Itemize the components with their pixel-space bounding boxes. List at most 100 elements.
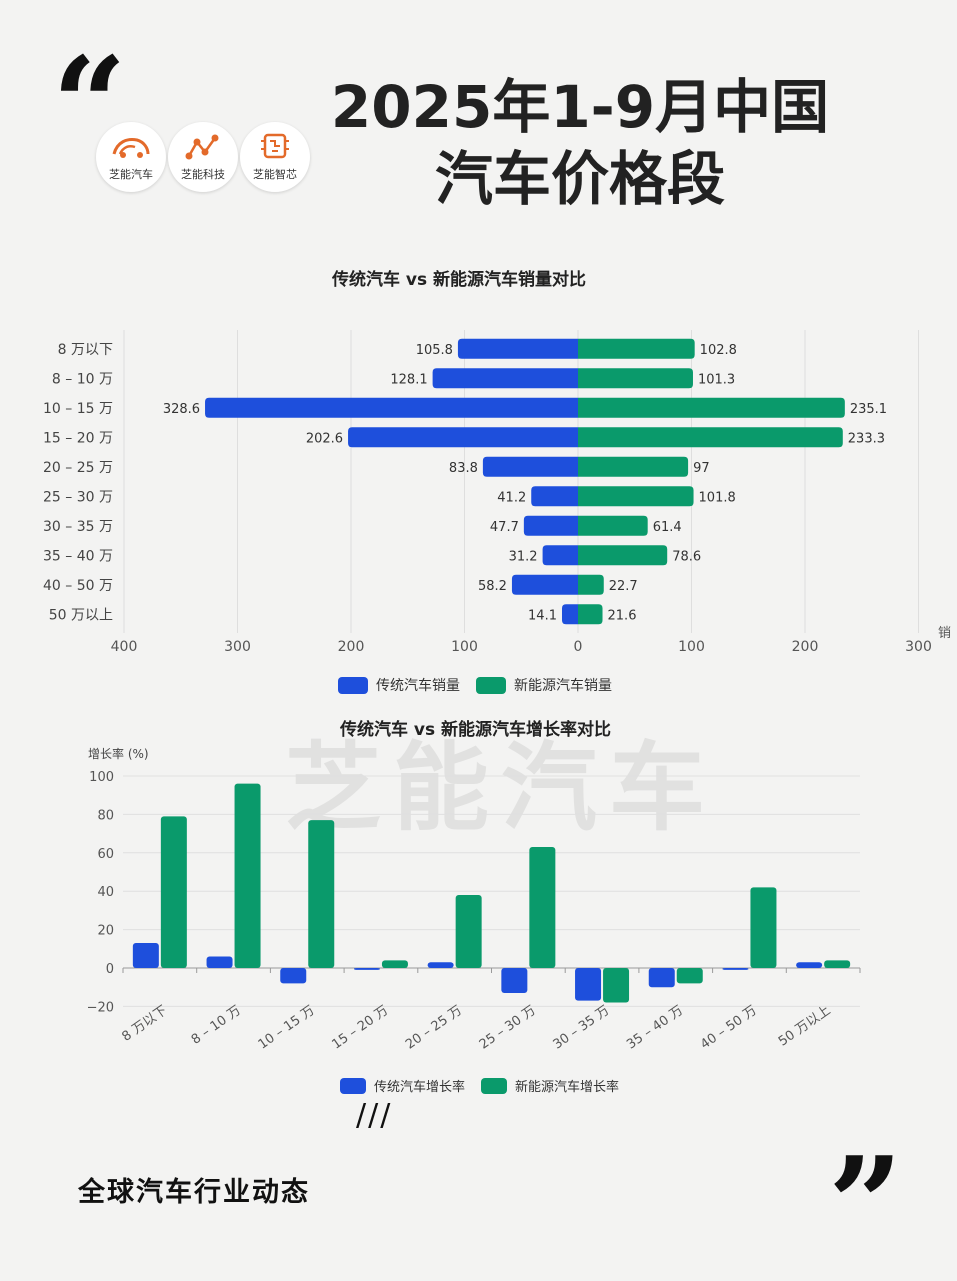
legend-label: 传统汽车增长率: [374, 1080, 466, 1095]
legend-swatch-traditional: [340, 1077, 366, 1094]
traditional-sales-bar: [432, 368, 578, 389]
nev-value-label: 22.7: [609, 579, 638, 594]
nev-sales-bar: [578, 397, 845, 418]
logo-zhineng-chip: 芝能智芯: [240, 122, 310, 192]
category-label: 15 – 20 万: [43, 430, 113, 446]
traditional-value-label: 47.7: [490, 520, 519, 535]
logo-zhineng-auto: 芝能汽车: [96, 122, 166, 192]
nev-growth-bar: [529, 847, 556, 968]
legend-item-traditional-growth: 传统汽车增长率: [340, 1076, 465, 1095]
page-title-line1: 2025年1-9月中国: [330, 73, 830, 141]
legend-item-nev: 新能源汽车销量: [476, 675, 612, 695]
chart1-legend: 传统汽车销量 新能源汽车销量: [338, 675, 628, 695]
traditional-sales-bar: [531, 486, 578, 507]
traditional-sales-bar: [205, 397, 578, 418]
nev-growth-bar: [750, 887, 777, 968]
legend-item-traditional: 传统汽车销量: [338, 675, 460, 695]
nev-value-label: 61.4: [653, 520, 682, 535]
traditional-value-label: 83.8: [449, 461, 478, 476]
category-label: 50 万以上: [49, 607, 113, 623]
nev-value-label: 78.6: [672, 549, 701, 564]
traditional-growth-bar: [722, 968, 749, 970]
chart2-title: 传统汽车 vs 新能源汽车增长率对比: [340, 720, 612, 740]
category-label: 35 – 40 万: [43, 548, 113, 564]
logo-label: 芝能科技: [181, 168, 225, 181]
nev-growth-bar: [603, 968, 630, 1003]
x-axis-label: 销: [938, 626, 951, 641]
x-tick-label: 300: [224, 639, 251, 655]
traditional-sales-bar: [348, 427, 578, 448]
network-logo-icon: [185, 134, 219, 160]
x-tick-label: 100: [451, 639, 478, 655]
sales-diverging-bar-chart: 400 300 200 100 0 100 200 300 销 8 万以下 105.8 102.8 8 …: [43, 330, 951, 655]
category-label: 15 – 20 万: [329, 1003, 391, 1053]
traditional-sales-bar: [457, 338, 578, 359]
category-label: 50 万以上: [776, 1003, 833, 1050]
nev-value-label: 101.3: [698, 372, 735, 387]
legend-swatch-traditional: [338, 676, 368, 694]
nev-growth-bar: [381, 960, 408, 968]
category-label: 35 – 40 万: [624, 1003, 686, 1053]
traditional-growth-bar: [206, 956, 233, 968]
nev-sales-bar: [578, 368, 693, 389]
nev-value-label: 97: [693, 461, 710, 476]
watermark: 芝能汽车: [285, 732, 717, 844]
category-label: 30 – 35 万: [551, 1003, 613, 1053]
category-label: 10 – 15 万: [256, 1003, 318, 1053]
x-tick-label: 0: [574, 639, 583, 655]
traditional-growth-bar: [575, 968, 602, 1001]
category-label: 20 – 25 万: [403, 1003, 465, 1053]
y-tick-label: 20: [97, 924, 114, 939]
logo-label: 芝能汽车: [109, 168, 153, 181]
car-logo-icon: [112, 138, 150, 158]
logo-zhineng-tech: 芝能科技: [168, 122, 238, 192]
traditional-growth-bar: [132, 943, 159, 968]
category-label: 8 万以下: [119, 1003, 170, 1045]
nev-growth-bar: [455, 895, 482, 968]
category-label: 8 – 10 万: [52, 371, 113, 387]
traditional-value-label: 31.2: [509, 549, 538, 564]
nev-value-label: 235.1: [850, 402, 887, 417]
nev-value-label: 102.8: [700, 343, 737, 358]
nev-growth-bar: [160, 816, 187, 968]
traditional-growth-bar: [353, 968, 380, 970]
x-tick-label: 100: [678, 639, 705, 655]
category-label: 30 – 35 万: [43, 519, 113, 535]
close-quote-icon: ”: [828, 1128, 903, 1281]
nev-sales-bar: [578, 456, 689, 477]
traditional-value-label: 202.6: [306, 431, 343, 446]
nev-value-label: 21.6: [608, 608, 637, 623]
traditional-sales-bar: [482, 456, 578, 477]
nev-sales-bar: [578, 545, 668, 566]
x-tick-label: 300: [905, 639, 932, 655]
traditional-growth-bar: [648, 968, 675, 988]
nev-sales-bar: [578, 427, 843, 448]
traditional-growth-bar: [280, 968, 307, 984]
nev-sales-bar: [578, 338, 695, 359]
nev-growth-bar: [234, 783, 261, 968]
y-axis-title: 增长率 (%): [88, 746, 149, 761]
logo-label: 芝能智芯: [253, 168, 297, 181]
nev-sales-bar: [578, 515, 648, 536]
nev-growth-bar: [824, 960, 851, 968]
legend-item-nev-growth: 新能源汽车增长率: [481, 1076, 619, 1095]
footer-text: 全球汽车行业动态: [78, 1177, 310, 1208]
category-label: 8 – 10 万: [189, 1003, 244, 1048]
category-label: 20 – 25 万: [43, 460, 113, 476]
legend-label: 新能源汽车增长率: [515, 1080, 620, 1095]
traditional-value-label: 58.2: [478, 579, 507, 594]
x-tick-label: 400: [111, 639, 138, 655]
y-tick-label: 100: [89, 770, 114, 785]
nev-sales-bar: [578, 574, 604, 595]
y-tick-label: 60: [97, 847, 114, 862]
traditional-sales-bar: [561, 604, 578, 625]
traditional-value-label: 14.1: [528, 608, 557, 623]
decorative-slashes: ///: [356, 1098, 393, 1133]
traditional-value-label: 105.8: [416, 343, 453, 358]
y-tick-label: 40: [97, 885, 114, 900]
nev-value-label: 233.3: [848, 431, 885, 446]
traditional-value-label: 128.1: [390, 372, 427, 387]
nev-sales-bar: [578, 486, 694, 507]
traditional-value-label: 328.6: [163, 402, 200, 417]
